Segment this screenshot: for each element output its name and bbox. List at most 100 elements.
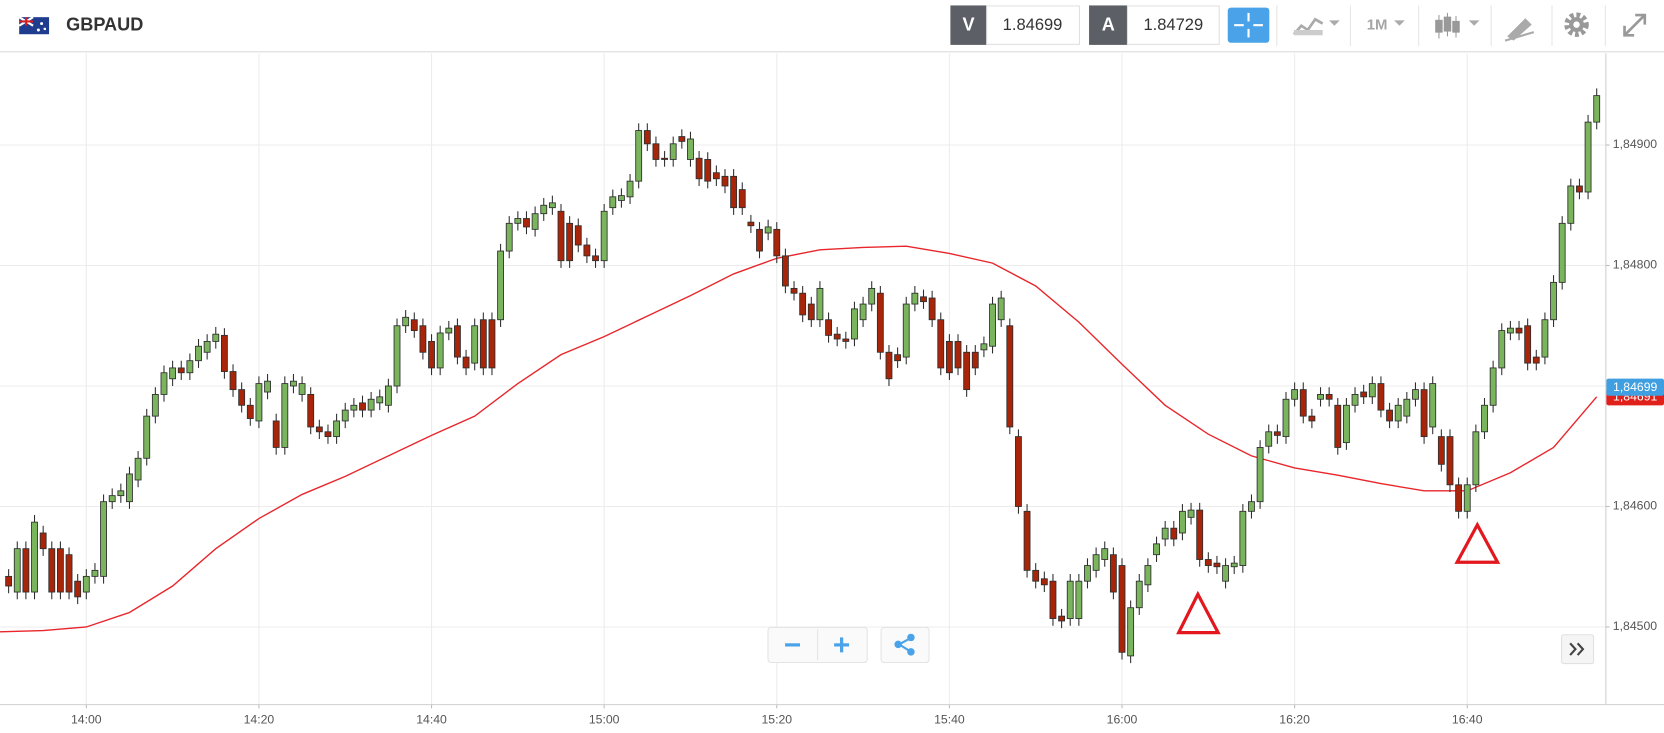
candle-body	[1049, 580, 1057, 619]
candle-body	[799, 292, 807, 316]
candle-body	[290, 380, 297, 387]
candle-body	[479, 319, 487, 369]
candle-body	[126, 473, 133, 503]
candle-body	[281, 383, 289, 448]
timeframe: 1M	[1367, 17, 1388, 34]
candle-body	[937, 319, 945, 369]
candle-body	[454, 325, 461, 358]
settings-button[interactable]	[1564, 12, 1589, 37]
candle-body	[1118, 565, 1126, 653]
candle-body	[583, 244, 591, 257]
toolbar: GBPAUD V 1.84699 A 1.84729	[0, 0, 1664, 53]
candle-body	[954, 340, 962, 369]
candle-body	[1040, 578, 1048, 586]
candle-body	[514, 218, 522, 224]
candle-body	[902, 303, 910, 358]
scroll-right-button[interactable]	[1561, 634, 1595, 665]
y-tick-label: 1,84900	[1613, 137, 1657, 151]
ask-label-bg	[1089, 5, 1128, 45]
candle-body	[1420, 389, 1428, 438]
bid-label: V	[962, 14, 974, 34]
candle-body	[1153, 543, 1160, 556]
candle-body	[738, 189, 746, 209]
signal-markers	[1176, 521, 1501, 635]
candle-body	[1584, 121, 1592, 193]
candles	[5, 88, 1601, 664]
candle-body	[57, 548, 64, 593]
candle-body	[497, 250, 505, 321]
candle-body	[1463, 484, 1471, 512]
zoom-controls	[767, 626, 1595, 665]
candle-body	[1187, 509, 1195, 518]
candle-body	[333, 420, 341, 438]
candle-body	[445, 327, 453, 334]
candle-body	[531, 213, 539, 230]
chart-type-button[interactable]	[1292, 17, 1340, 36]
candle-body	[928, 297, 936, 321]
candle-body	[833, 333, 841, 340]
candle-body	[39, 532, 47, 550]
candle-body	[1593, 95, 1601, 123]
candle-body	[557, 210, 565, 262]
x-tick-label: 15:40	[934, 712, 965, 726]
candle-body	[661, 157, 668, 160]
candle-body	[1213, 562, 1221, 568]
candle-body	[1342, 404, 1350, 444]
candle-body	[1351, 394, 1359, 406]
candle-body	[1273, 431, 1281, 436]
candle-body	[997, 297, 1005, 321]
candle-body	[74, 580, 82, 598]
fullscreen-button[interactable]	[1623, 13, 1647, 37]
candle-body	[428, 340, 435, 369]
candle-body	[1299, 389, 1307, 417]
candle-body	[825, 319, 832, 336]
candle-body	[756, 228, 763, 252]
separators	[1276, 5, 1606, 46]
ask-price: 1.84729	[1143, 15, 1203, 34]
candle-body	[626, 180, 634, 198]
candle-type-button[interactable]	[1435, 12, 1480, 39]
crosshair-button[interactable]	[1227, 7, 1270, 43]
candle-body	[1567, 185, 1575, 224]
x-tick-label: 16:00	[1107, 712, 1138, 726]
candle-body	[220, 334, 228, 372]
candle-body	[1317, 394, 1324, 400]
candle-body	[367, 398, 375, 411]
x-tick-label: 15:00	[589, 712, 620, 726]
candle-body	[1291, 389, 1299, 400]
candle-body	[652, 143, 660, 160]
candle-body	[669, 143, 677, 160]
price-tag-label: 1,84699	[1613, 380, 1657, 394]
candle-body	[1437, 436, 1445, 465]
candle-body	[1515, 327, 1523, 334]
candle-body	[402, 316, 410, 327]
candle-body	[13, 548, 21, 593]
candle-body	[350, 404, 358, 411]
timeframe-button[interactable]: 1M	[1367, 17, 1405, 34]
share-button[interactable]	[880, 626, 930, 664]
x-tick-label: 16:40	[1452, 712, 1483, 726]
draw-tool-button[interactable]	[1504, 18, 1535, 42]
x-tick-label: 16:20	[1279, 712, 1310, 726]
candle-body	[1135, 580, 1143, 609]
candle-body	[341, 409, 349, 422]
candle-body	[712, 172, 720, 180]
toolbar-bg	[0, 0, 1664, 52]
candle-body	[523, 218, 530, 228]
candle-body	[1066, 580, 1074, 619]
candle-body	[1170, 527, 1178, 540]
y-tick-label: 1,84800	[1613, 258, 1657, 272]
bid-button[interactable]: V 1.84699	[950, 5, 1080, 45]
candle-body	[195, 345, 202, 362]
candle-body	[894, 354, 902, 362]
candle-body	[186, 360, 194, 374]
candle-body	[151, 394, 159, 417]
zoom-in[interactable]	[834, 637, 850, 653]
candle-body	[384, 385, 392, 406]
candle-body	[1498, 330, 1506, 369]
candle-body	[229, 371, 237, 391]
ask-button[interactable]: A 1.84729	[1089, 5, 1220, 45]
bid-price: 1.84699	[1003, 15, 1063, 34]
